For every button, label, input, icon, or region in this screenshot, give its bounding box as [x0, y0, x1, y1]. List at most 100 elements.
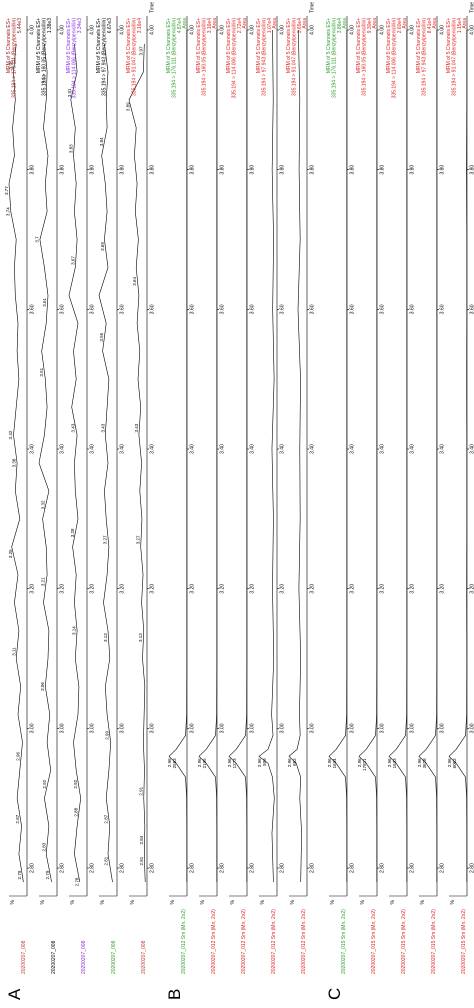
x-tick-label: 3.00: [310, 723, 316, 733]
x-axis-label: Time: [470, 2, 474, 13]
peak-label: 3.93: [41, 74, 46, 83]
peak-area-label: 1273: [232, 758, 237, 769]
header-intensity: 9.30e4: [367, 18, 373, 34]
header-transition: 335.194 > 160.05 (Benzylpenicillin): [42, 18, 48, 96]
trace: [68, 43, 82, 883]
x-tick-label: 3.00: [280, 723, 286, 733]
x-tick-label: 3.20: [280, 584, 286, 594]
x-tick-label: 3.20: [250, 584, 256, 594]
x-tick-label: 4.00: [30, 25, 36, 35]
header-area: Area: [182, 18, 188, 29]
panel-label: C: [325, 988, 344, 1000]
peak-label: 2.84: [139, 835, 144, 844]
x-tick-label: 3.40: [60, 444, 66, 454]
header-title: MRM of 5 Channels ES+: [286, 18, 292, 73]
x-tick-label: 3.60: [90, 304, 96, 314]
y-axis-label: %: [200, 899, 206, 904]
peak-rt-label: 2.96: [167, 758, 172, 767]
chromatogram: 20200207_008% 2.80 3.00 3.20 3.40 3.60 3.80 4.0…: [34, 16, 66, 974]
header-area: Area: [372, 18, 378, 29]
x-tick-label: 3.20: [120, 584, 126, 594]
x-tick-label: 2.80: [310, 863, 316, 873]
header-area: Area: [432, 18, 438, 29]
header-transition: 335.194 > 114.006 (Benzylpenicillin): [232, 18, 238, 99]
header-area: Area: [242, 18, 248, 29]
x-tick-label: 3.80: [470, 165, 474, 175]
x-tick-label: 3.20: [190, 584, 196, 594]
header-intensity: 2.60e4: [397, 18, 403, 34]
x-tick-label: 3.80: [30, 165, 36, 175]
sample-label: 20200207_008: [141, 940, 147, 974]
chromatogram: 20200207_008% 2.80 3.00 3.20 3.40 3.60 3.80 4.0…: [4, 16, 36, 974]
x-tick-label: 3.60: [60, 304, 66, 314]
header-intensity: 3.16e4: [207, 18, 213, 34]
x-tick-label: 3.20: [350, 584, 356, 594]
y-axis-label: %: [390, 899, 396, 904]
x-tick-label: 3.00: [190, 723, 196, 733]
chromatogram: 20200207_012 Sm (Mn, 2x2)% 2.80 3.00 3.20 3.…: [286, 2, 316, 974]
header-transition: 335.194 > 176.111 (Benzylpenicillin): [172, 18, 178, 98]
x-tick-label: 2.80: [150, 863, 156, 873]
x-tick-label: 3.00: [120, 723, 126, 733]
peak-label: 3.38: [12, 458, 17, 467]
sample-label: 20200207_008: [51, 940, 57, 974]
peak-label: 3.43: [134, 423, 139, 432]
x-tick-label: 4.00: [380, 25, 386, 35]
peak-label: 3.89: [125, 102, 130, 111]
header-intensity: 4.87e4: [177, 18, 183, 34]
trace: [388, 29, 408, 883]
x-tick-label: 3.20: [30, 584, 36, 594]
sample-label: 20200207_012 Sm (Mn, 2x2): [301, 909, 307, 974]
x-tick-label: 3.20: [90, 584, 96, 594]
peak-area-label: 509: [262, 758, 267, 766]
chromatogram: 20200207_015 Sm (Mn, 2x2)% 2.80 3.00 3.20 3.…: [356, 16, 386, 974]
header-area: Area: [212, 18, 218, 29]
x-tick-label: 3.60: [350, 304, 356, 314]
peak-label: 2.87: [103, 814, 108, 823]
peak-label: 2.92: [73, 779, 78, 788]
x-axis-label: Time: [150, 2, 156, 13]
sample-label: 20200207_012 Sm (Mn, 2x2): [271, 909, 277, 974]
header-intensity: 1.38e3: [47, 18, 53, 34]
peak-label: 3.84: [99, 137, 104, 146]
header-intensity: 2.72e4: [237, 18, 243, 34]
sample-label: 20200207_015 Sm (Mn, 2x2): [341, 909, 347, 974]
header-area: Area: [462, 18, 468, 29]
x-tick-label: 3.20: [380, 584, 386, 594]
x-tick-label: 3.40: [410, 444, 416, 454]
header-transition: 335.194 > 97.943 (Benzylpenicillin): [422, 18, 428, 96]
peak-label: 3.61: [42, 297, 47, 306]
peak-label: 3.74: [5, 207, 10, 216]
peak-label: 2.99: [104, 730, 109, 739]
trace: [38, 43, 52, 883]
peak-label: 3.13: [103, 633, 108, 642]
x-tick-label: 2.80: [220, 863, 226, 873]
x-tick-label: 2.80: [120, 863, 126, 873]
x-tick-label: 3.40: [90, 444, 96, 454]
x-tick-label: 4.00: [280, 25, 286, 35]
chromatogram: 20200207_012 Sm (Mn, 2x2)% 2.80 3.00 3.20 3.…: [226, 16, 256, 974]
x-tick-label: 3.00: [250, 723, 256, 733]
peak-label: 3.11: [11, 647, 16, 656]
x-tick-label: 3.60: [250, 304, 256, 314]
x-tick-label: 3.80: [150, 165, 156, 175]
x-tick-label: 3.60: [410, 304, 416, 314]
x-tick-label: 3.40: [30, 444, 36, 454]
x-tick-label: 3.80: [60, 165, 66, 175]
header-transition: 335.194 > 176.111 (Benzylpenicillin): [12, 18, 18, 98]
x-tick-label: 3.40: [470, 444, 474, 454]
header-transition: 335.194 > 97.943 (Benzylpenicillin): [102, 18, 108, 96]
peak-label: 2.79: [45, 870, 50, 879]
x-tick-label: 3.40: [190, 444, 196, 454]
x-tick-label: 3.40: [440, 444, 446, 454]
sample-label: 20200207_008: [111, 940, 117, 974]
x-tick-label: 3.80: [410, 165, 416, 175]
chromatogram: 20200207_008% 2.80 3.00 3.20 3.40 3.60 3.80 4.0…: [125, 2, 155, 974]
header-title: MRM of 5 Channels ES+: [66, 18, 72, 73]
y-axis-label: %: [100, 899, 106, 904]
peak-label: 2.83: [41, 842, 46, 851]
header-title: MRM of 5 Channels ES+: [356, 18, 362, 73]
x-tick-label: 2.80: [30, 863, 36, 873]
header-title: MRM of 5 Channels ES+: [96, 18, 102, 73]
x-tick-label: 2.80: [350, 863, 356, 873]
